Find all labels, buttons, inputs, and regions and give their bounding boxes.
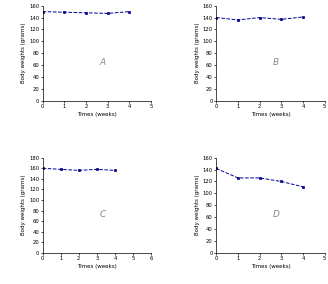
Y-axis label: Body weights (grams): Body weights (grams) bbox=[195, 175, 200, 235]
X-axis label: Times (weeks): Times (weeks) bbox=[77, 112, 117, 117]
Y-axis label: Body weights (grams): Body weights (grams) bbox=[21, 175, 26, 235]
Text: B: B bbox=[273, 58, 279, 67]
Y-axis label: Body weights (grams): Body weights (grams) bbox=[195, 23, 200, 83]
Text: C: C bbox=[99, 210, 105, 219]
X-axis label: Times (weeks): Times (weeks) bbox=[251, 112, 290, 117]
X-axis label: Times (weeks): Times (weeks) bbox=[251, 264, 290, 269]
Text: A: A bbox=[99, 58, 105, 67]
X-axis label: Times (weeks): Times (weeks) bbox=[77, 264, 117, 269]
Y-axis label: Body weights (grams): Body weights (grams) bbox=[21, 23, 26, 83]
Text: D: D bbox=[273, 210, 279, 219]
